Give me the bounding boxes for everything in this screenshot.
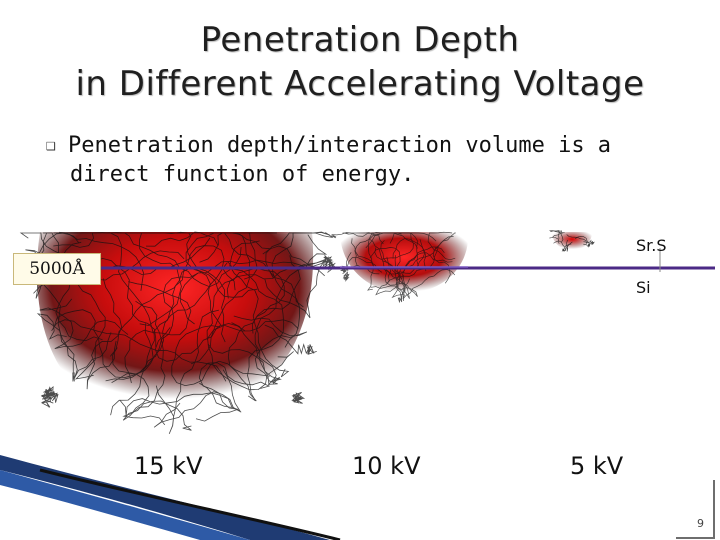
slide-title: Penetration Depth in Different Accelerat… xyxy=(0,18,720,106)
electron-trajectory xyxy=(153,382,242,428)
electron-trajectory xyxy=(180,259,325,325)
electron-trajectory xyxy=(386,247,439,285)
electron-trajectory xyxy=(227,261,285,402)
electron-trajectory xyxy=(583,243,591,248)
electron-trajectory xyxy=(403,232,456,269)
interaction-volume-5kv xyxy=(549,230,595,252)
electron-trajectory xyxy=(368,232,402,268)
bullet-box-icon: ❑ xyxy=(46,135,56,154)
page-number: 9 xyxy=(697,517,704,530)
electron-trajectory xyxy=(227,255,301,402)
interaction-volume-15kv xyxy=(19,231,336,435)
electron-trajectory xyxy=(185,232,272,298)
voltage-label-10kv: 10 kV xyxy=(352,452,421,480)
electron-trajectory xyxy=(553,240,569,252)
electron-trajectory xyxy=(105,237,211,382)
voltage-label-5kv: 5 kV xyxy=(570,452,624,480)
electron-trajectory xyxy=(207,323,294,391)
electron-trajectory xyxy=(575,235,590,244)
electron-trajectory xyxy=(402,269,456,300)
electron-trajectory xyxy=(43,385,59,403)
electron-trajectory xyxy=(124,281,192,384)
bullet-text-line-1: Penetration depth/interaction volume is … xyxy=(68,133,612,158)
electron-trajectory xyxy=(342,271,350,282)
electron-trajectory xyxy=(354,234,380,275)
electron-trajectory xyxy=(171,325,270,387)
electron-trajectory xyxy=(264,324,317,355)
decorative-swoosh xyxy=(0,455,341,540)
electron-trajectory xyxy=(229,240,290,378)
electron-trajectory xyxy=(262,245,327,319)
electron-trajectory xyxy=(155,309,219,435)
electron-trajectory xyxy=(566,234,587,244)
electron-trajectory xyxy=(392,238,427,272)
electron-trajectory xyxy=(398,246,445,285)
electron-trajectory xyxy=(199,232,277,263)
electron-trajectory xyxy=(116,232,219,246)
electron-trajectory xyxy=(53,232,145,291)
electron-trajectory xyxy=(560,230,564,243)
reference-depth-label: 5000Å xyxy=(13,253,101,285)
electron-trajectory xyxy=(207,322,282,384)
electron-trajectory xyxy=(109,267,222,357)
electron-trajectory xyxy=(122,300,166,426)
electron-trajectory xyxy=(119,369,241,416)
electron-trajectory xyxy=(427,231,456,261)
layer-label-srs: Sr.S xyxy=(636,236,667,255)
voltage-label-15kv: 15 kV xyxy=(134,452,203,480)
decorative-bracket xyxy=(676,480,715,539)
electron-trajectory xyxy=(51,319,227,382)
electron-trajectory xyxy=(550,230,565,234)
interaction-volume-10kv xyxy=(331,231,469,303)
bullet-text-line-2: direct function of energy. xyxy=(70,162,415,187)
electron-trajectory xyxy=(588,239,595,245)
title-line-1: Penetration Depth xyxy=(200,20,520,60)
electron-trajectory xyxy=(53,232,154,334)
electron-trajectory xyxy=(291,392,306,404)
electron-trajectory xyxy=(561,243,572,252)
electron-trajectory xyxy=(370,274,410,299)
electron-trajectory xyxy=(86,278,123,390)
electron-trajectory xyxy=(346,252,383,273)
electron-trajectory xyxy=(271,232,333,348)
title-line-2: in Different Accelerating Voltage xyxy=(75,64,645,104)
electron-trajectory xyxy=(254,234,328,386)
electron-trajectory xyxy=(39,298,129,349)
bullet-point: ❑ Penetration depth/interaction volume is… xyxy=(46,130,666,189)
electron-trajectory xyxy=(385,269,405,302)
electron-trajectory xyxy=(53,309,154,379)
electron-trajectory xyxy=(112,262,228,375)
electron-trajectory xyxy=(331,232,379,239)
layer-label-si: Si xyxy=(636,278,651,297)
electron-trajectory xyxy=(549,232,564,240)
